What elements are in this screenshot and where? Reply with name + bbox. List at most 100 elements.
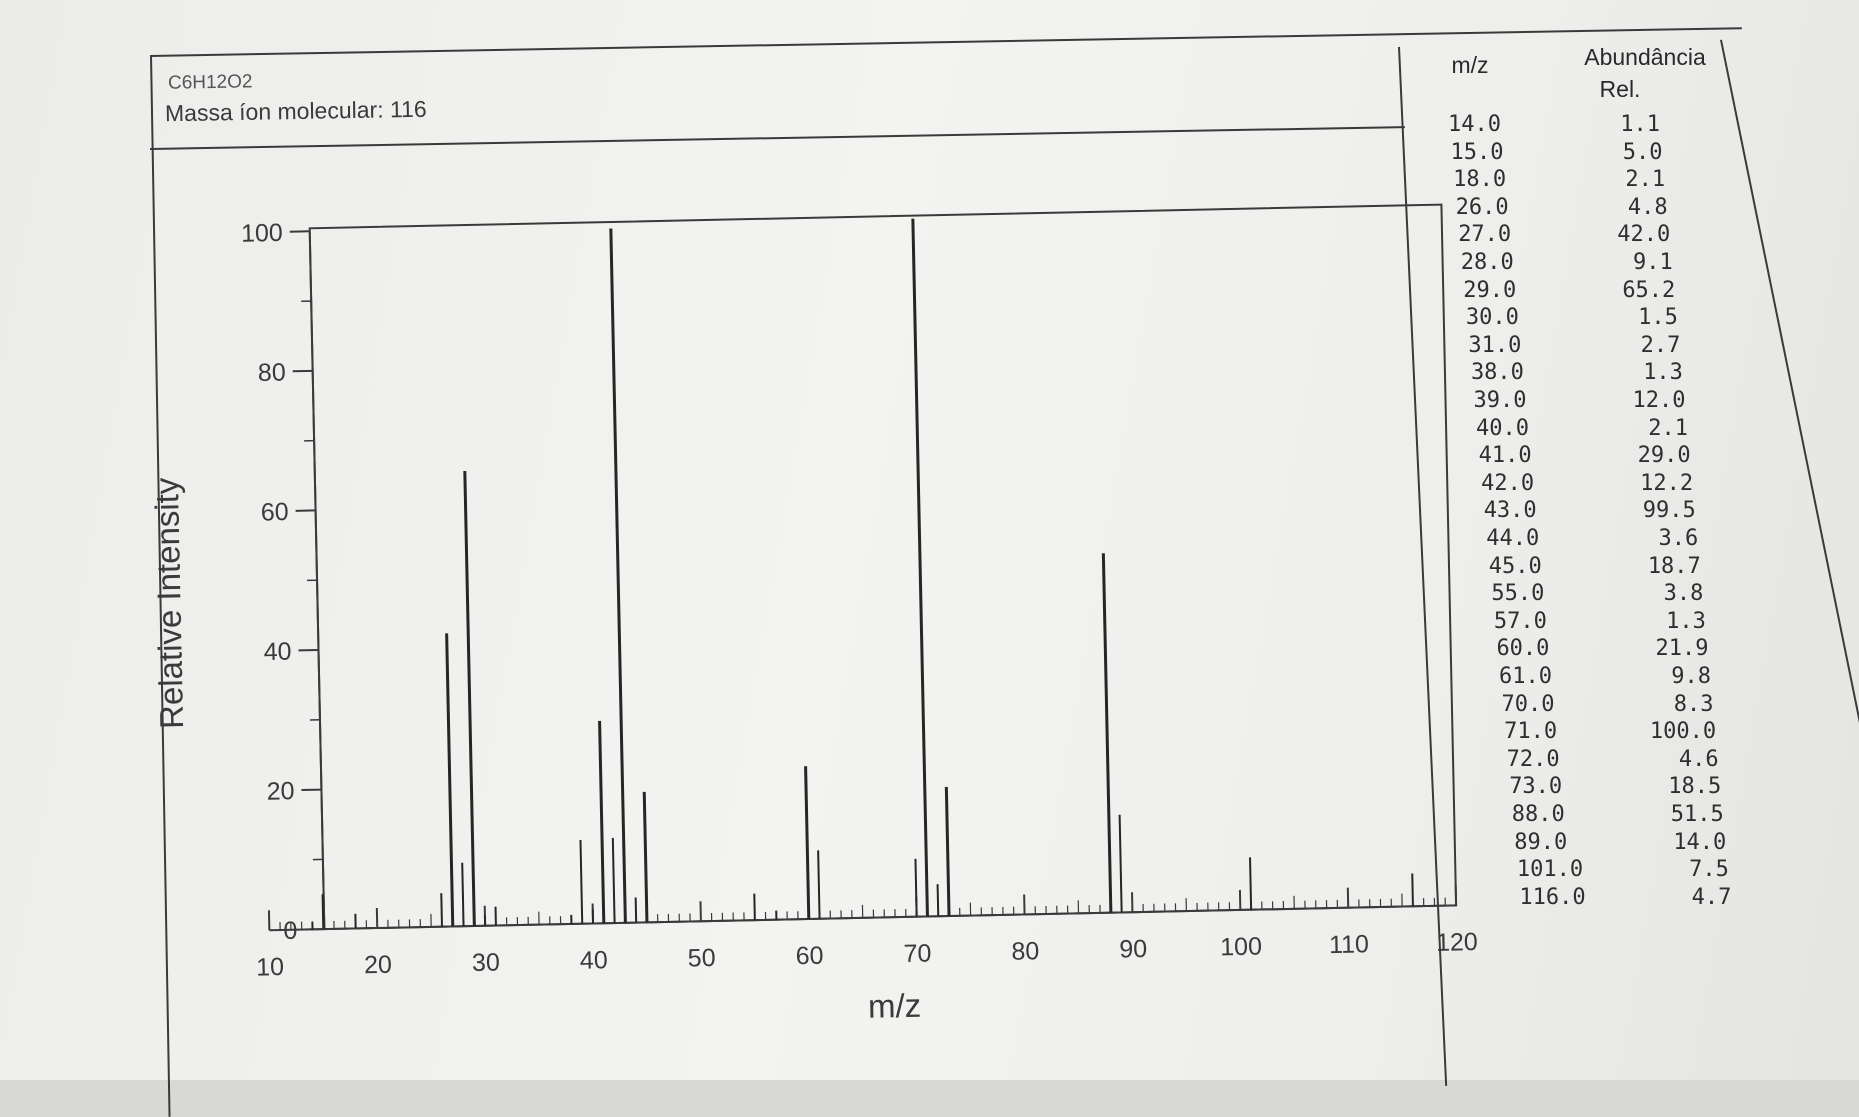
table-cell-mz: 45.0 bbox=[1489, 554, 1542, 579]
table-cell-mz: 44.0 bbox=[1486, 526, 1539, 551]
x-tick-label: 50 bbox=[687, 944, 715, 973]
spectrum-peak bbox=[447, 633, 453, 926]
y-tick-label: 60 bbox=[261, 498, 289, 527]
x-tick-label: 100 bbox=[1220, 933, 1262, 962]
table-cell-mz: 60.0 bbox=[1496, 636, 1549, 661]
table-cell-abundance: 2.1 bbox=[1568, 416, 1688, 441]
chart-plot-group: 0 20 40 60 80 100 10 20 30 40 50 60 70 80 90 100 110 120 m… bbox=[142, 194, 1479, 1039]
x-tick-label: 10 bbox=[256, 953, 284, 982]
x-tick-label: 110 bbox=[1329, 930, 1369, 959]
table-cell-abundance: 12.2 bbox=[1573, 471, 1693, 496]
spectrum-peak bbox=[1103, 553, 1111, 912]
table-cell-abundance: 1.5 bbox=[1558, 305, 1678, 330]
table-cell-abundance: 8.3 bbox=[1594, 692, 1714, 717]
table-header-abundance: Abundância bbox=[1560, 44, 1730, 71]
y-tick-label: 100 bbox=[241, 219, 283, 248]
table-cell-abundance: 18.7 bbox=[1581, 554, 1701, 579]
table-cell-abundance: 18.5 bbox=[1601, 774, 1721, 799]
y-tick-label: 20 bbox=[266, 777, 294, 806]
spectrum-peak bbox=[462, 863, 463, 927]
table-cell-abundance: 1.3 bbox=[1586, 609, 1706, 634]
y-tick-label: 80 bbox=[258, 358, 286, 387]
table-cell-mz: 71.0 bbox=[1504, 719, 1557, 744]
y-tick-label: 0 bbox=[283, 917, 297, 945]
table-cell-abundance: 51.5 bbox=[1604, 802, 1724, 827]
x-tick-label: 120 bbox=[1436, 928, 1478, 957]
spectrum-peak bbox=[938, 884, 939, 916]
table-cell-mz: 29.0 bbox=[1463, 278, 1516, 303]
table-cell-mz: 30.0 bbox=[1466, 305, 1519, 330]
x-tick-label: 80 bbox=[1011, 937, 1039, 966]
table-cell-mz: 41.0 bbox=[1479, 443, 1532, 468]
table-cell-mz: 116.0 bbox=[1519, 885, 1585, 910]
spectrum-peak bbox=[915, 859, 916, 917]
spectrum-peak bbox=[946, 787, 949, 916]
x-tick-label: 90 bbox=[1119, 935, 1147, 964]
table-cell-abundance: 1.3 bbox=[1563, 360, 1683, 385]
table-cell-abundance: 1.1 bbox=[1540, 112, 1660, 137]
table-cell-abundance: 4.7 bbox=[1611, 885, 1731, 910]
table-cell-abundance: 7.5 bbox=[1609, 857, 1729, 882]
x-tick-label: 20 bbox=[364, 951, 392, 980]
y-axis-title: Relative Intensity bbox=[148, 477, 190, 730]
x-tick-label: 60 bbox=[795, 942, 823, 971]
spectrum-peak bbox=[600, 721, 604, 923]
table-cell-mz: 43.0 bbox=[1484, 498, 1537, 523]
table-cell-mz: 15.0 bbox=[1451, 140, 1504, 165]
spectrum-peak bbox=[644, 792, 647, 922]
table-cell-mz: 40.0 bbox=[1476, 416, 1529, 441]
table-cell-abundance: 99.5 bbox=[1576, 498, 1696, 523]
y-tick-label: 40 bbox=[263, 638, 291, 667]
table-cell-abundance: 4.6 bbox=[1599, 747, 1719, 772]
table-cell-mz: 72.0 bbox=[1507, 747, 1560, 772]
table-cell-abundance: 5.0 bbox=[1543, 140, 1663, 165]
table-cell-abundance: 42.0 bbox=[1550, 222, 1670, 247]
spectrum-peak bbox=[1412, 874, 1413, 907]
spectrum-peak bbox=[818, 850, 819, 918]
table-cell-mz: 39.0 bbox=[1474, 388, 1527, 413]
spectrum-peak bbox=[611, 228, 626, 922]
table-cell-abundance: 9.8 bbox=[1591, 664, 1711, 689]
table-cell-mz: 27.0 bbox=[1458, 222, 1511, 247]
table-cell-abundance: 29.0 bbox=[1571, 443, 1691, 468]
table-cell-mz: 73.0 bbox=[1509, 774, 1562, 799]
table-cell-abundance: 14.0 bbox=[1606, 830, 1726, 855]
table-header-mz: m/z bbox=[1430, 52, 1510, 79]
spectrum-peak bbox=[1250, 857, 1251, 909]
spectrum-peak bbox=[754, 894, 755, 921]
x-tick-label: 40 bbox=[580, 946, 608, 975]
table-cell-mz: 42.0 bbox=[1481, 471, 1534, 496]
table-cell-abundance: 2.7 bbox=[1560, 333, 1680, 358]
table-cell-abundance: 21.9 bbox=[1588, 636, 1708, 661]
x-axis-title: m/z bbox=[868, 987, 922, 1025]
table-cell-abundance: 100.0 bbox=[1596, 719, 1716, 744]
table-cell-mz: 38.0 bbox=[1471, 360, 1524, 385]
x-tick-label: 70 bbox=[903, 939, 931, 968]
table-cell-mz: 14.0 bbox=[1448, 112, 1501, 137]
x-tick-label: 30 bbox=[472, 948, 500, 977]
table-cell-mz: 28.0 bbox=[1461, 250, 1514, 275]
spectrum-peak bbox=[913, 219, 928, 917]
table-cell-mz: 55.0 bbox=[1491, 581, 1544, 606]
table-header-rel: Rel. bbox=[1570, 76, 1670, 103]
spectrum-peak bbox=[636, 897, 637, 922]
plot-frame bbox=[310, 205, 1456, 930]
table-cell-mz: 101.0 bbox=[1517, 857, 1583, 882]
spectrum-peak bbox=[613, 838, 615, 923]
table-cell-mz: 18.0 bbox=[1453, 167, 1506, 192]
spectrum-peak bbox=[465, 471, 475, 926]
table-cell-abundance: 3.6 bbox=[1578, 526, 1698, 551]
table-cell-mz: 88.0 bbox=[1512, 802, 1565, 827]
table-cell-mz: 31.0 bbox=[1468, 333, 1521, 358]
table-cell-abundance: 65.2 bbox=[1555, 278, 1675, 303]
spectrum-peak bbox=[441, 893, 442, 926]
table-cell-mz: 61.0 bbox=[1499, 664, 1552, 689]
table-cell-mz: 57.0 bbox=[1494, 609, 1547, 634]
spectrum-peak bbox=[580, 840, 582, 924]
spectrum-peak bbox=[1120, 815, 1122, 913]
table-cell-abundance: 9.1 bbox=[1553, 250, 1673, 275]
table-cell-mz: 26.0 bbox=[1456, 195, 1509, 220]
spectrum-peak bbox=[323, 894, 324, 929]
table-cell-mz: 70.0 bbox=[1502, 692, 1555, 717]
table-cell-abundance: 2.1 bbox=[1545, 167, 1665, 192]
